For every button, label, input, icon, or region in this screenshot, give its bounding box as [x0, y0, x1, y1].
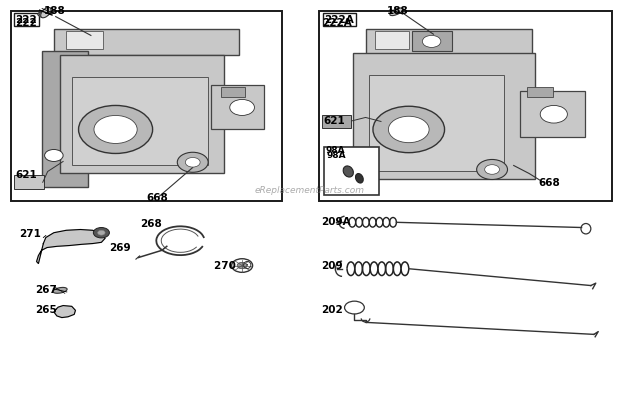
Bar: [324, 147, 379, 195]
Circle shape: [230, 100, 254, 115]
Text: 268: 268: [140, 218, 162, 229]
Ellipse shape: [390, 8, 403, 16]
Circle shape: [94, 228, 109, 238]
Text: 209A: 209A: [321, 217, 351, 227]
FancyBboxPatch shape: [42, 52, 88, 187]
Text: 270: 270: [215, 260, 240, 270]
Text: 621: 621: [324, 116, 345, 127]
FancyBboxPatch shape: [520, 91, 585, 137]
Circle shape: [422, 35, 441, 48]
Circle shape: [485, 165, 500, 174]
Ellipse shape: [41, 7, 51, 18]
Text: ⊙: ⊙: [242, 259, 252, 272]
Bar: [11, 11, 282, 201]
FancyBboxPatch shape: [66, 31, 104, 50]
Polygon shape: [37, 230, 105, 264]
Circle shape: [98, 231, 105, 235]
FancyBboxPatch shape: [412, 31, 452, 52]
FancyBboxPatch shape: [527, 87, 553, 97]
FancyBboxPatch shape: [211, 85, 264, 129]
Circle shape: [237, 262, 247, 269]
Circle shape: [94, 115, 137, 143]
FancyBboxPatch shape: [73, 77, 208, 166]
Text: 222: 222: [16, 15, 37, 25]
Ellipse shape: [38, 9, 54, 16]
Text: 668: 668: [538, 179, 560, 189]
Text: 188: 188: [387, 6, 409, 17]
Ellipse shape: [355, 174, 363, 183]
Text: 267: 267: [35, 285, 57, 295]
FancyBboxPatch shape: [353, 54, 535, 179]
Polygon shape: [55, 305, 76, 318]
Circle shape: [45, 150, 63, 162]
FancyBboxPatch shape: [375, 31, 409, 50]
Ellipse shape: [53, 287, 67, 293]
Circle shape: [540, 106, 567, 123]
FancyBboxPatch shape: [54, 29, 239, 56]
Text: 668: 668: [146, 193, 168, 203]
Text: 188: 188: [43, 6, 65, 17]
Text: eReplacementParts.com: eReplacementParts.com: [255, 186, 365, 195]
Circle shape: [79, 106, 153, 154]
Text: 621: 621: [15, 170, 37, 181]
Text: 98A: 98A: [327, 152, 347, 160]
Text: 98A: 98A: [326, 146, 345, 155]
FancyBboxPatch shape: [366, 29, 532, 56]
Text: 202: 202: [321, 305, 343, 316]
Bar: [319, 11, 613, 201]
Text: 222A: 222A: [322, 19, 352, 28]
Text: 271: 271: [19, 229, 40, 239]
FancyBboxPatch shape: [322, 114, 351, 128]
Text: 222A: 222A: [324, 15, 354, 25]
FancyBboxPatch shape: [221, 87, 245, 97]
Text: 265: 265: [35, 305, 57, 316]
Text: 209: 209: [321, 261, 343, 271]
Circle shape: [373, 106, 445, 153]
Circle shape: [185, 158, 200, 167]
Circle shape: [177, 152, 208, 172]
Ellipse shape: [39, 8, 53, 17]
Text: 269: 269: [109, 243, 131, 253]
FancyBboxPatch shape: [14, 175, 44, 189]
Ellipse shape: [343, 166, 353, 177]
FancyBboxPatch shape: [369, 75, 505, 172]
Text: 222: 222: [15, 19, 37, 28]
Circle shape: [388, 116, 429, 143]
FancyBboxPatch shape: [60, 56, 224, 173]
Circle shape: [477, 160, 508, 179]
Circle shape: [232, 259, 252, 272]
